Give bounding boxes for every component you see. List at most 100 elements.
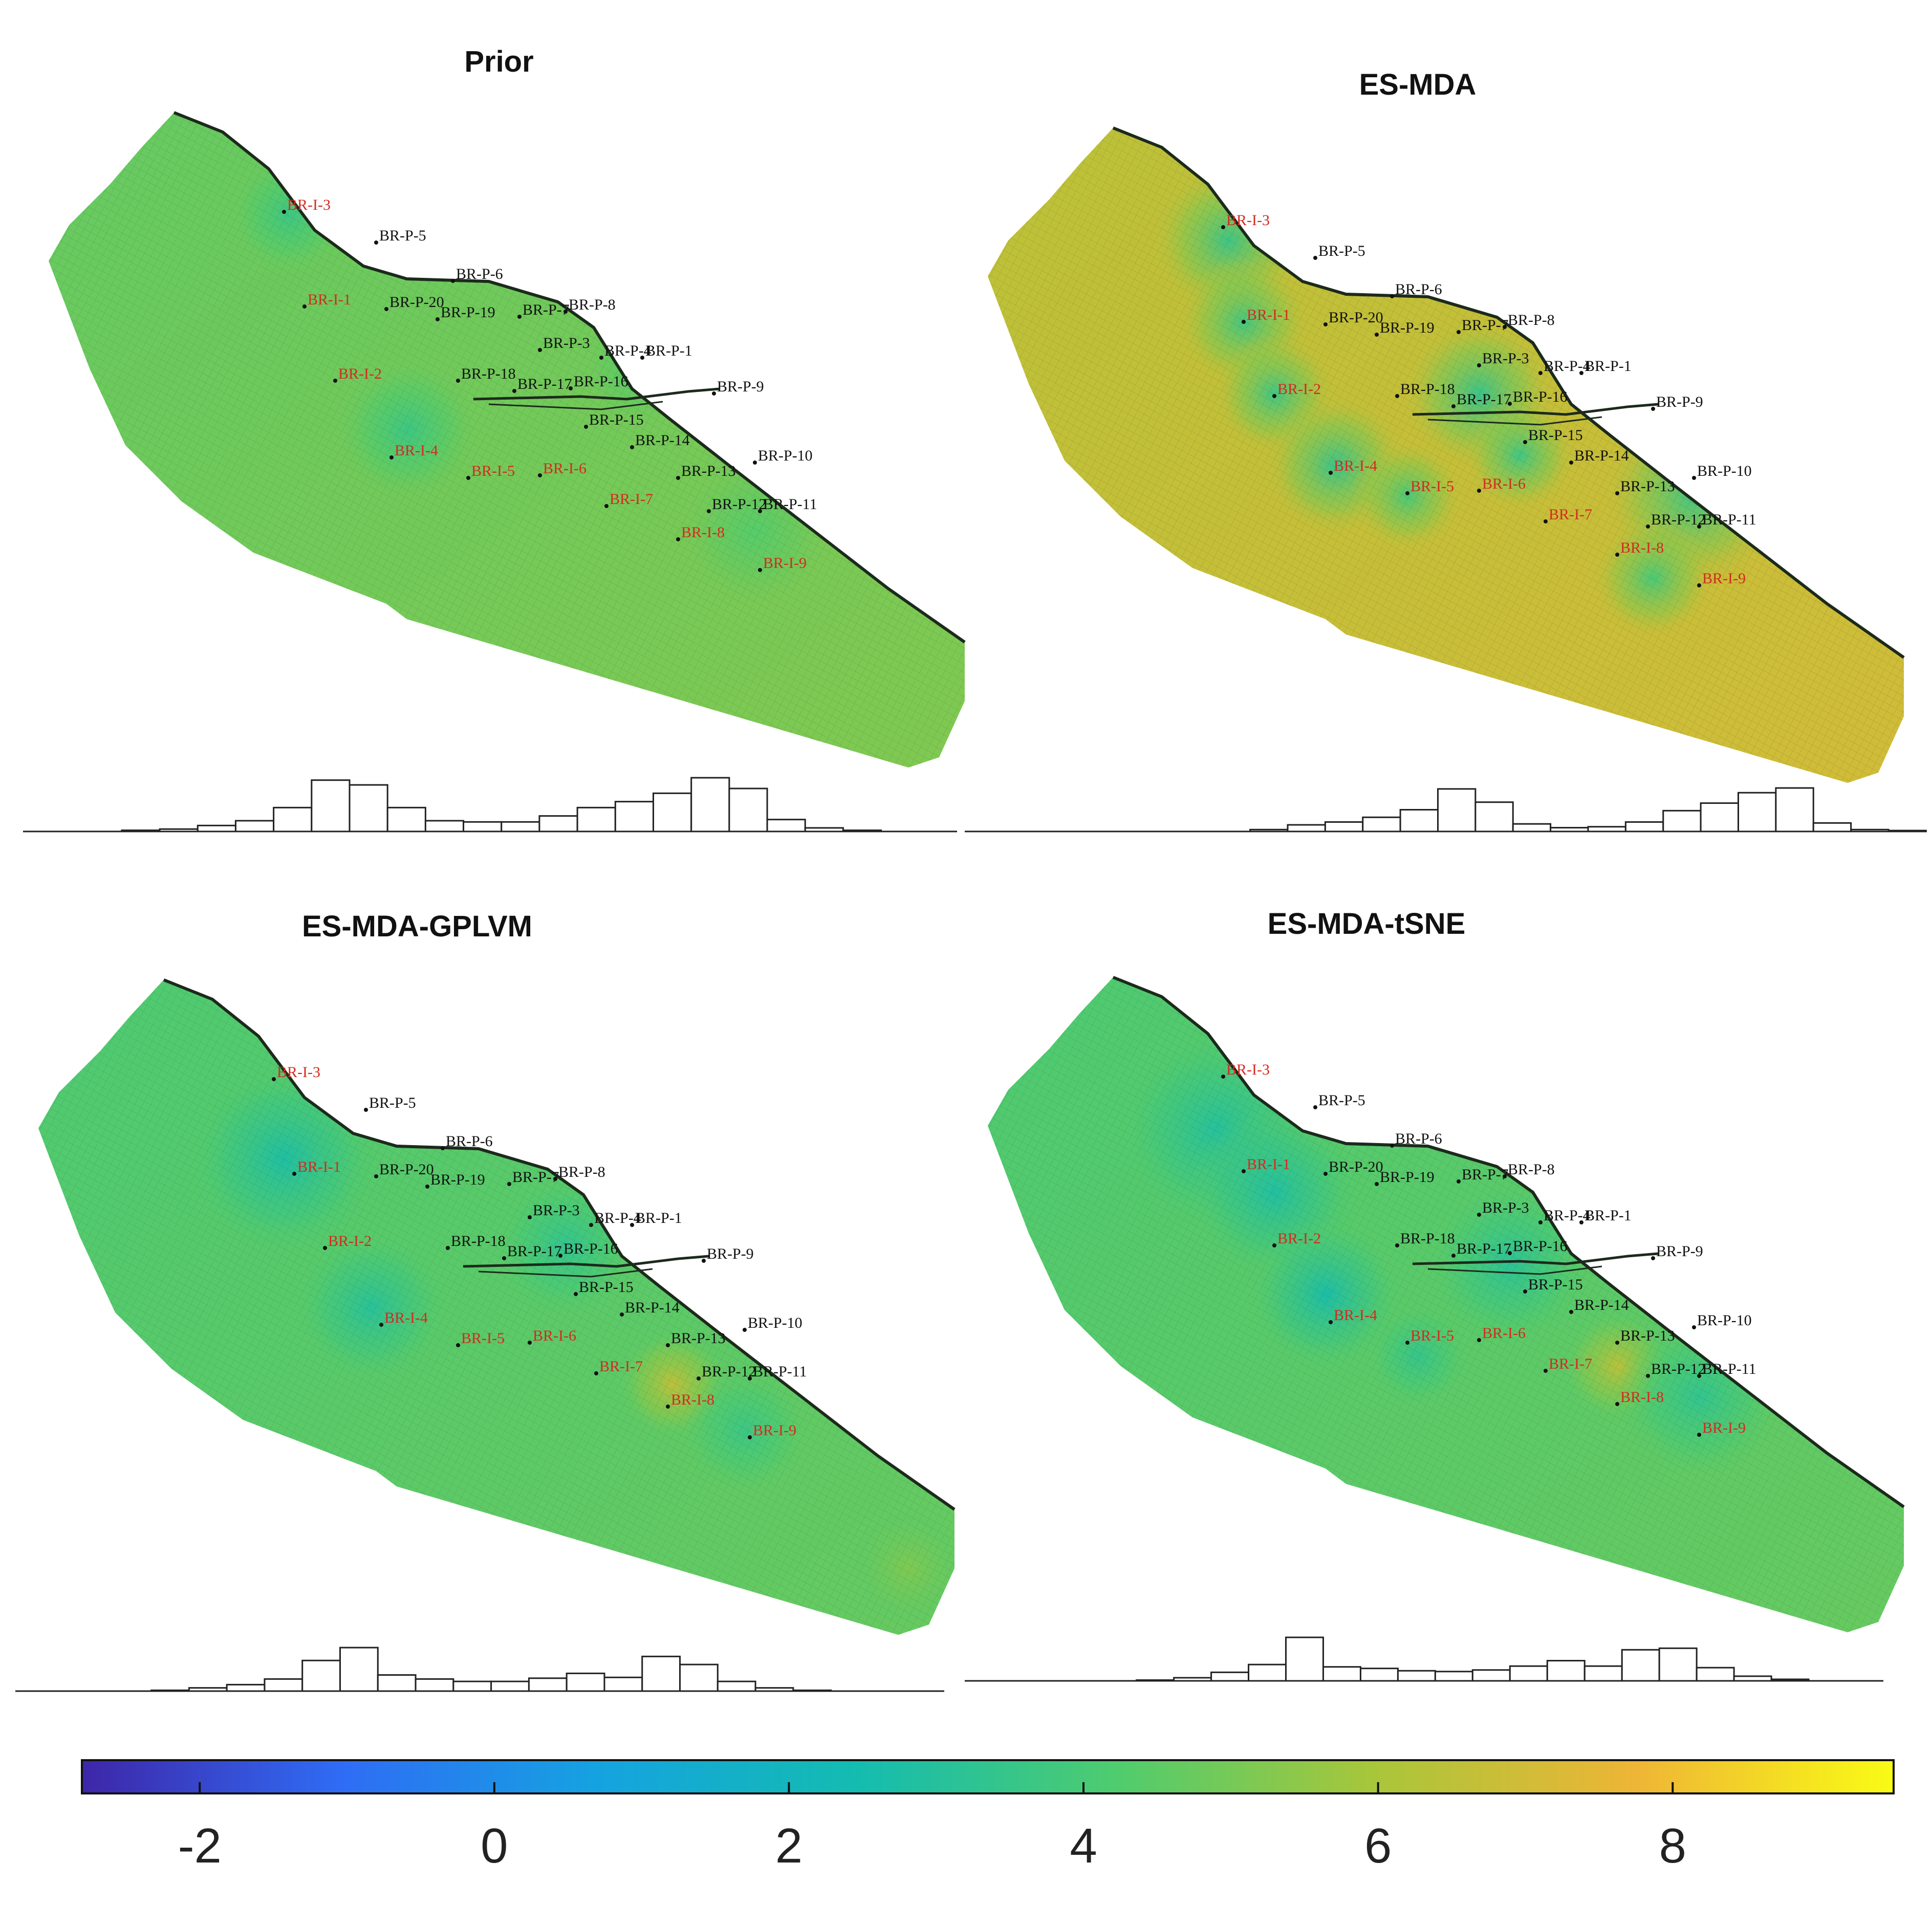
internal-fault — [473, 387, 720, 401]
well-marker — [1579, 371, 1583, 375]
well-marker — [1692, 476, 1696, 480]
panel-es-mda-tsne: ES-MDA-tSNE BR-I-3 BR-P-5 BR-P-6 BR-I-1 BR-P-… — [988, 907, 1905, 1632]
well-marker — [1405, 1341, 1409, 1345]
well-marker — [528, 1341, 532, 1345]
well-marker — [1405, 491, 1409, 495]
well-label: BR-I-4 — [1334, 457, 1377, 474]
well-label: BR-P-19 — [441, 304, 495, 321]
well-marker — [1272, 394, 1276, 398]
well-label: BR-P-19 — [1380, 319, 1435, 336]
well-marker — [620, 1312, 624, 1317]
well-marker — [758, 568, 762, 572]
well-marker — [1451, 1254, 1456, 1258]
well-marker — [707, 509, 711, 513]
histogram-bar — [1362, 816, 1401, 832]
well-marker — [1242, 320, 1246, 324]
well-label: BR-I-3 — [287, 196, 331, 213]
well-label: BR-P-17 — [517, 376, 572, 392]
well-marker — [1313, 1105, 1317, 1109]
well-marker — [1579, 1220, 1583, 1224]
well-marker — [630, 445, 634, 449]
histogram-bar — [1624, 821, 1664, 832]
well-label: BR-I-2 — [1277, 1230, 1321, 1247]
well-marker — [1544, 519, 1548, 523]
panel-es-mda-gplvm: ES-MDA-GPLVM BR-I-3 BR-P-5 BR-P-6 BR-I-1 BR-P… — [38, 910, 956, 1635]
well-marker — [436, 317, 440, 321]
well-label: BR-I-5 — [1410, 1327, 1454, 1344]
histogram-bar — [1471, 1669, 1511, 1682]
histogram-bar — [641, 1655, 681, 1692]
histogram-bar — [1700, 802, 1740, 832]
histogram-bar — [273, 806, 313, 832]
reservoir-field — [988, 977, 1904, 1632]
well-label: BR-I-9 — [763, 555, 807, 572]
well-label: BR-P-12 — [712, 496, 767, 513]
well-label: BR-P-18 — [451, 1233, 506, 1250]
well-marker — [1538, 371, 1543, 375]
well-marker — [466, 476, 470, 480]
well-label: BR-P-9 — [717, 378, 764, 395]
internal-fault — [488, 401, 663, 410]
well-label: BR-P-7 — [1462, 317, 1509, 334]
well-marker — [753, 461, 757, 465]
well-marker — [1651, 407, 1655, 411]
well-marker — [1395, 1243, 1399, 1247]
histogram-bar — [576, 806, 616, 832]
mesh-grid — [988, 128, 1904, 783]
well-marker — [630, 1223, 634, 1227]
well-label: BR-P-16 — [1513, 1238, 1568, 1255]
well-label: BR-P-17 — [1457, 391, 1511, 408]
well-marker — [1313, 256, 1317, 260]
well-marker — [748, 1376, 752, 1381]
well-label: BR-I-7 — [1549, 1355, 1592, 1372]
well-label: BR-P-4 — [1544, 1207, 1591, 1224]
histogram-bar — [566, 1672, 605, 1692]
well-label: BR-P-14 — [1574, 1297, 1629, 1313]
well-marker — [574, 1292, 578, 1296]
well-label: BR-I-4 — [395, 442, 438, 459]
colorbar-tick-label: 0 — [481, 1819, 508, 1873]
well-marker — [1451, 404, 1456, 408]
well-marker — [272, 1077, 276, 1081]
well-marker — [374, 240, 378, 245]
well-label: BR-P-15 — [589, 411, 644, 428]
histogram-bar — [1696, 1667, 1735, 1682]
histogram-bar — [311, 779, 351, 832]
histogram-bar — [226, 1683, 266, 1692]
well-marker — [1615, 1341, 1619, 1345]
well-label: BR-P-9 — [1656, 393, 1703, 410]
histogram-bar — [690, 777, 730, 832]
well-marker — [1615, 491, 1619, 495]
histogram-bar — [1437, 788, 1477, 832]
well-label: BR-P-7 — [1462, 1166, 1509, 1183]
well-marker — [1697, 524, 1701, 529]
well-marker — [589, 1223, 593, 1227]
histogram-bar — [424, 820, 465, 832]
well-label: BR-P-15 — [1528, 1276, 1583, 1293]
histogram-bar — [1512, 823, 1552, 832]
well-label: BR-P-12 — [1651, 1361, 1706, 1377]
colorbar-tick-label: -2 — [178, 1819, 222, 1873]
mesh-grid — [49, 113, 965, 768]
mesh-grid — [38, 980, 954, 1635]
well-marker — [517, 315, 522, 319]
well-label: BR-I-2 — [328, 1233, 372, 1250]
well-marker — [1477, 489, 1481, 493]
histogram-bar — [1775, 787, 1814, 832]
well-marker — [425, 1185, 429, 1189]
histogram-prior — [23, 777, 957, 832]
well-marker — [1323, 322, 1328, 326]
colorbar-fill — [81, 1759, 1895, 1794]
histogram-bar — [1322, 1666, 1361, 1682]
well-marker — [389, 455, 394, 459]
histogram-es-mda-tsne — [965, 1636, 1883, 1682]
well-marker — [1390, 294, 1394, 298]
well-marker — [702, 1259, 706, 1263]
well-label: BR-P-4 — [604, 342, 652, 359]
well-label: BR-I-5 — [1410, 478, 1454, 495]
well-marker — [1544, 1369, 1548, 1373]
histogram-bar — [490, 1680, 530, 1692]
well-label: BR-I-6 — [543, 460, 587, 477]
